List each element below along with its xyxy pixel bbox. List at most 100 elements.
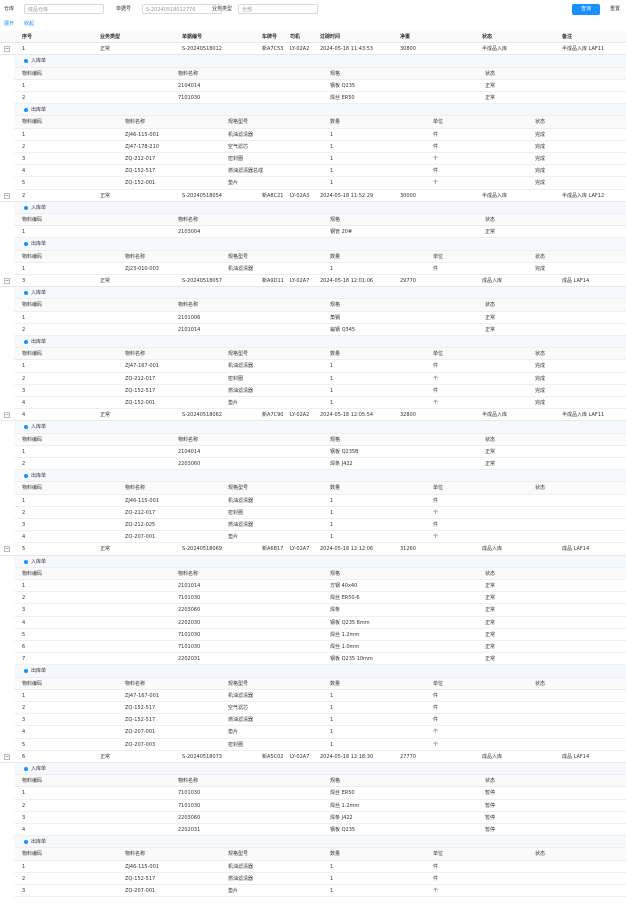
sub-column-header: 规格 xyxy=(330,778,341,785)
sub-column-header: 物料编码 xyxy=(22,217,43,223)
sub-cell: ZJ47-167-001 xyxy=(125,363,159,370)
sub-cell xyxy=(535,519,624,531)
sub-cell: 完成 xyxy=(535,156,546,162)
sub-cell: 个 xyxy=(433,375,439,382)
sub-cell: 1 xyxy=(330,265,334,272)
section-title: 入库单 xyxy=(31,558,47,565)
table-row[interactable] xyxy=(0,275,626,288)
table-row[interactable] xyxy=(0,190,626,202)
sub-column-header: 单位 xyxy=(433,119,444,126)
filter-input[interactable]: S-20240518012776 xyxy=(142,4,222,14)
sub-column-header: 物料编码 xyxy=(22,70,43,77)
filter-label: 业务类型 xyxy=(212,6,233,12)
sub-cell: 1 xyxy=(22,363,26,370)
table-row[interactable] xyxy=(0,543,626,556)
sub-cell xyxy=(535,873,624,885)
sub-cell: 完成 xyxy=(535,387,546,394)
sub-row xyxy=(14,373,626,385)
table-row[interactable] xyxy=(0,409,626,422)
section-dot xyxy=(24,474,28,479)
section-dot xyxy=(24,767,28,771)
sub-cell: 焊丝 ER50 xyxy=(330,95,355,101)
sub-cell: 1 xyxy=(330,729,334,736)
sub-column-header: 状态 xyxy=(485,778,496,785)
sub-row xyxy=(14,629,626,641)
sub-cell: 密封圈 xyxy=(228,741,244,748)
cell: 正常 xyxy=(100,412,111,419)
sub-cell: 7101030 xyxy=(178,802,201,809)
sub-header xyxy=(14,299,626,312)
sub-row xyxy=(14,592,626,605)
sub-cell: 密封圈 xyxy=(228,375,244,382)
sub-column-header: 物料名称 xyxy=(178,436,199,443)
sub-column-header: 规格型号 xyxy=(228,485,249,492)
sub-column-header: 物料名称 xyxy=(125,485,146,492)
filter-input[interactable]: 全部 xyxy=(238,4,318,14)
sub-cell: 焊条 J422 xyxy=(330,461,353,467)
section-title: 入库单 xyxy=(31,58,47,65)
sub-column-header: 规格 xyxy=(330,217,341,223)
toolbar-button[interactable]: 收起 xyxy=(24,21,35,27)
section-title: 出库单 xyxy=(31,668,47,675)
sub-cell: 1 xyxy=(330,692,334,699)
sub-cell: 1 xyxy=(330,131,334,138)
sub-cell: 1 xyxy=(22,265,26,272)
sub-cell: 燃油滤清器总成 xyxy=(228,168,264,175)
cell: 2024-05-18 12:12:06 xyxy=(320,546,374,553)
sub-column-header: 数量 xyxy=(330,119,341,126)
sub-cell: 个 xyxy=(433,400,439,406)
sub-cell: 暂停 xyxy=(485,814,496,821)
sub-cell: ZJ47-167-001 xyxy=(125,692,159,699)
section-dot xyxy=(24,108,28,113)
sub-cell: 件 xyxy=(433,522,439,528)
sub-cell xyxy=(535,726,624,738)
sub-cell: 1 xyxy=(330,534,334,541)
sub-cell: 燃油滤清器 xyxy=(228,717,254,724)
sub-column-header: 单位 xyxy=(433,485,444,492)
section-dot xyxy=(24,840,28,845)
sub-cell: 1 xyxy=(330,741,334,748)
sub-cell: 完成 xyxy=(535,400,546,406)
sub-cell: ZQ-207-001 xyxy=(125,888,156,894)
sub-column-header: 物料名称 xyxy=(178,302,199,309)
sub-cell: 焊丝 1.2mm xyxy=(330,802,360,809)
sub-cell: 5 xyxy=(22,180,26,187)
sub-row xyxy=(14,787,626,800)
sub-column-header: 规格 xyxy=(330,70,341,77)
section-bar xyxy=(14,201,626,214)
sub-cell: 正常 xyxy=(485,607,496,614)
sub-cell: 7101030 xyxy=(178,790,201,797)
cell: 29770 xyxy=(400,278,416,284)
sub-cell: 2203060 xyxy=(178,607,201,614)
sub-cell: 2 xyxy=(22,509,26,516)
sub-column-header: 数量 xyxy=(330,485,341,492)
table-row[interactable] xyxy=(0,43,626,56)
cell: S-20240518069 xyxy=(182,546,222,553)
cell: 6 xyxy=(22,753,26,760)
sub-cell: 2203060 xyxy=(178,814,201,821)
sub-column-header: 数量 xyxy=(330,680,341,687)
sub-cell: 完成 xyxy=(535,375,546,382)
cell: 31260 xyxy=(400,546,416,553)
table-row[interactable] xyxy=(0,751,626,763)
filter-label: 单据号 xyxy=(116,6,132,12)
section-bar xyxy=(14,55,626,68)
sub-cell: 1 xyxy=(330,400,334,406)
cell: LY-02A7 xyxy=(290,278,310,284)
sub-cell: 1 xyxy=(22,448,26,455)
sub-cell: 5 xyxy=(22,631,26,638)
section-bar xyxy=(14,763,626,776)
search-button[interactable]: 查询 xyxy=(572,4,600,15)
toolbar-button[interactable]: 展开 xyxy=(4,21,15,27)
section-dot xyxy=(24,559,28,564)
sub-row xyxy=(14,153,626,166)
filter-input[interactable]: 成品仓库 xyxy=(24,4,104,14)
reset-button[interactable]: 重置 xyxy=(609,6,620,12)
sub-cell xyxy=(535,690,624,702)
sub-cell: 1 xyxy=(330,180,334,187)
sub-row xyxy=(14,92,626,105)
sub-cell: 2101014 xyxy=(178,583,201,589)
sub-row xyxy=(14,177,626,190)
sub-column-header: 数量 xyxy=(330,851,341,858)
cell: 新A7C53 xyxy=(262,46,284,53)
